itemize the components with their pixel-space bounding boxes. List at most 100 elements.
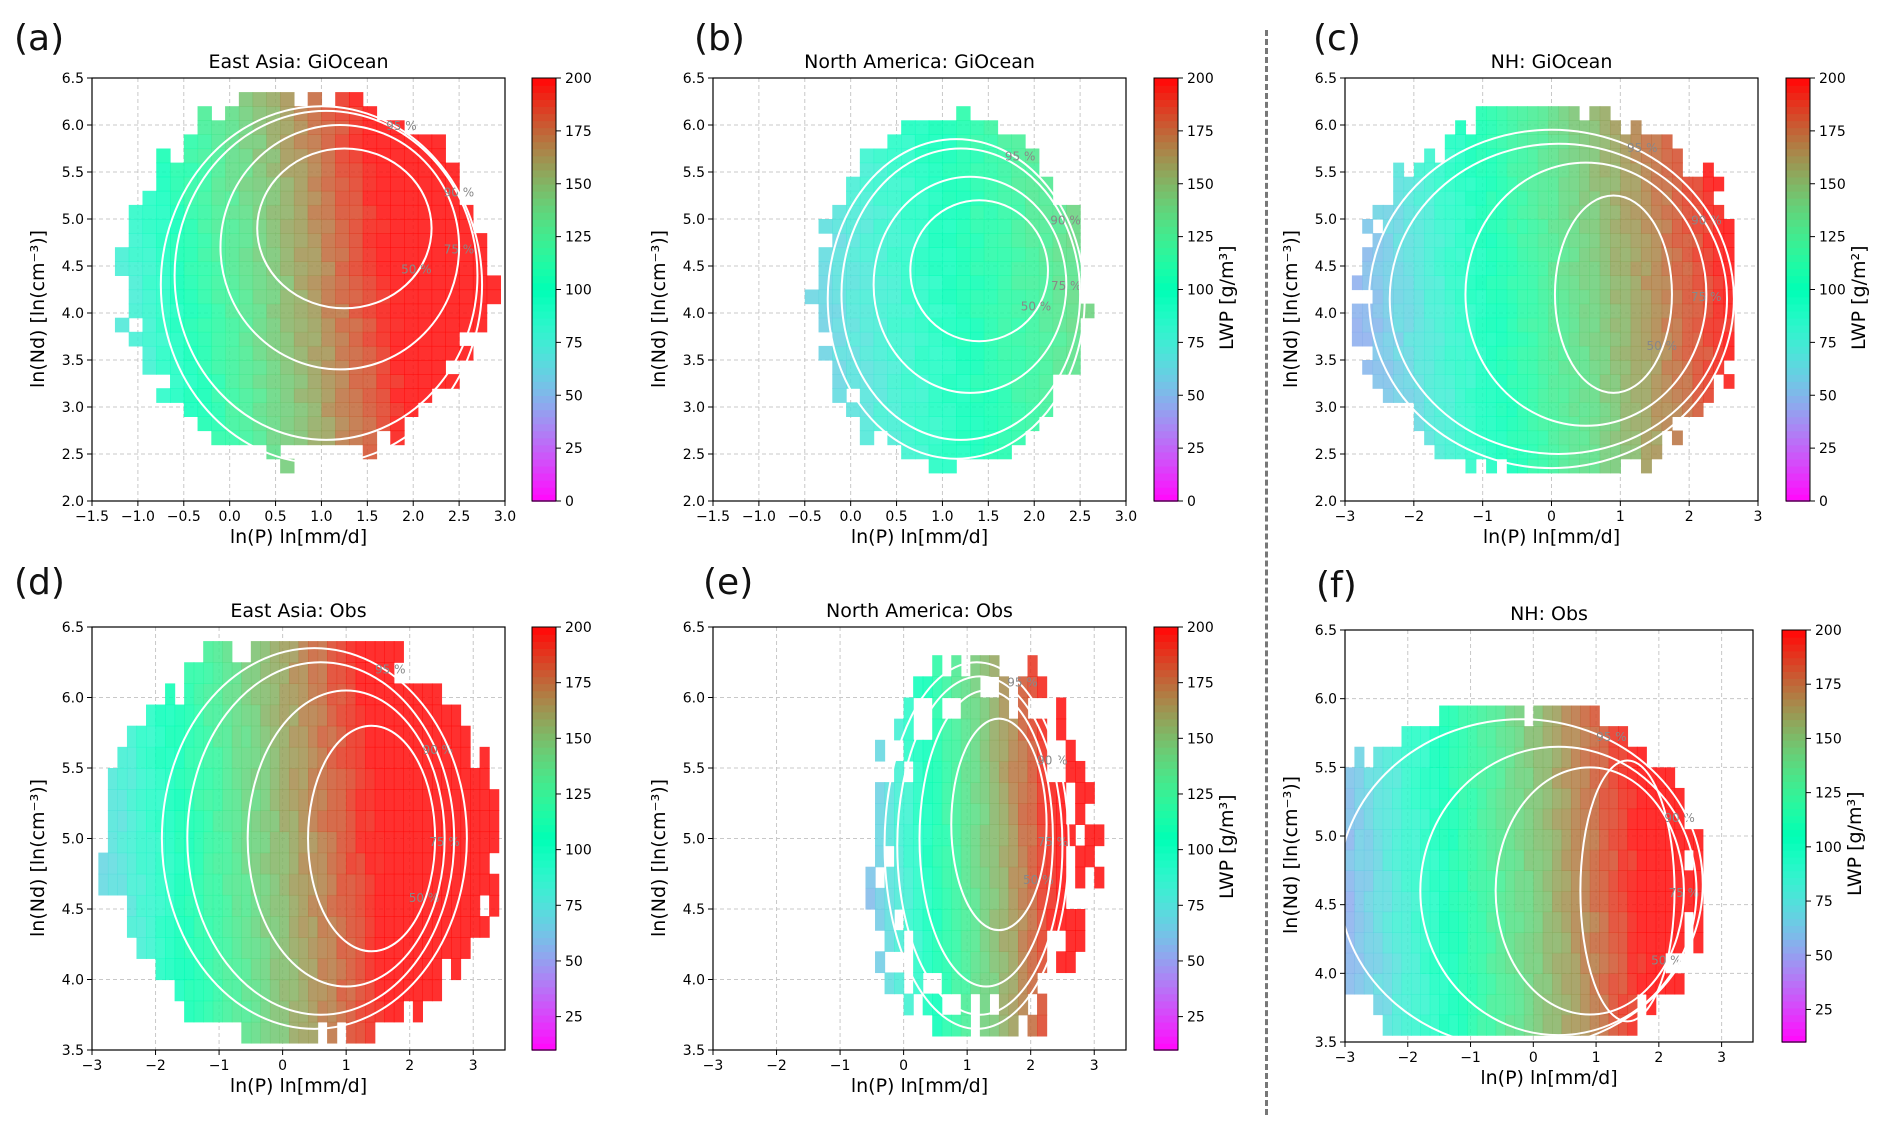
heatmap-cell xyxy=(1080,303,1095,319)
heatmap-cell xyxy=(308,1021,319,1044)
x-axis-label: ln(P) ln[mm/d] xyxy=(850,1075,989,1097)
heatmap-cell xyxy=(107,852,119,875)
heatmap-cell xyxy=(238,92,254,107)
heatmap-cell xyxy=(914,204,930,220)
heatmap-cell xyxy=(346,662,357,684)
heatmap-cell xyxy=(1599,388,1611,403)
heatmap-cell xyxy=(252,92,267,107)
heatmap-cell xyxy=(346,916,357,938)
x-tick-label: −3 xyxy=(703,1058,724,1074)
colorbar-segment xyxy=(532,134,556,143)
heatmap-cell xyxy=(335,247,350,262)
heatmap-cell xyxy=(365,768,376,790)
heatmap-cell xyxy=(1444,317,1456,333)
heatmap-cell xyxy=(279,937,290,959)
y-tick-label: 4.5 xyxy=(1315,259,1337,275)
heatmap-cell xyxy=(307,374,323,389)
heatmap-cell xyxy=(1037,845,1048,868)
colorbar-segment xyxy=(532,655,556,664)
heatmap-cell xyxy=(928,317,944,333)
heatmap-cell xyxy=(1455,317,1467,333)
panel-title: NH: Obs xyxy=(1510,603,1588,625)
heatmap-cell xyxy=(260,958,271,981)
heatmap-cell xyxy=(184,725,195,748)
colorbar-segment xyxy=(1154,993,1178,1002)
heatmap-cell xyxy=(376,120,391,135)
heatmap-cell xyxy=(222,810,233,833)
heatmap-cell xyxy=(1434,444,1446,460)
heatmap-cell xyxy=(479,810,490,833)
heatmap-cell xyxy=(250,873,261,896)
heatmap-cell xyxy=(1424,388,1436,403)
heatmap-cell xyxy=(1052,219,1067,234)
heatmap-cell xyxy=(266,444,281,460)
contour-line xyxy=(872,175,1068,394)
heatmap-cell xyxy=(1495,932,1506,954)
colorbar-segment xyxy=(1154,951,1178,960)
colorbar-segment xyxy=(1782,945,1806,954)
colorbar-segment xyxy=(1154,916,1178,924)
heatmap-cell xyxy=(1542,808,1553,830)
y-tick-label: 4.5 xyxy=(683,259,705,275)
heatmap-cell xyxy=(997,219,1012,234)
heatmap-cell xyxy=(1434,317,1446,333)
heatmap-cell xyxy=(1506,289,1518,305)
heatmap-cell xyxy=(441,894,452,917)
heatmap-cell xyxy=(225,120,240,135)
heatmap-cell xyxy=(901,360,916,375)
heatmap-cell xyxy=(1636,932,1647,954)
heatmap-cell xyxy=(928,458,944,474)
heatmap-cell xyxy=(1723,275,1735,291)
y-tick-label: 3.5 xyxy=(683,1043,705,1059)
heatmap-cell xyxy=(212,873,223,896)
heatmap-cell xyxy=(1413,402,1425,417)
heatmap-cell xyxy=(1434,261,1446,276)
heatmap-cell xyxy=(951,972,962,995)
colorbar-segment xyxy=(1154,113,1178,122)
heatmap-cell xyxy=(1674,808,1685,830)
colorbar-segment xyxy=(1154,402,1178,411)
heatmap-cell xyxy=(335,106,350,121)
heatmap-cell xyxy=(1537,233,1549,248)
heatmap-cell xyxy=(884,824,895,847)
heatmap-cell xyxy=(117,746,128,769)
heatmap-cell xyxy=(1561,849,1572,871)
heatmap-cell xyxy=(1537,289,1549,305)
heatmap-cell xyxy=(1455,190,1467,206)
heatmap-cell xyxy=(1692,204,1704,220)
heatmap-cell xyxy=(238,162,254,178)
heatmap-cell xyxy=(884,972,895,995)
heatmap-cell xyxy=(997,345,1012,361)
heatmap-cell xyxy=(970,845,981,868)
heatmap-cell xyxy=(1506,204,1518,220)
heatmap-cell xyxy=(903,909,914,931)
colorbar-segment xyxy=(532,113,556,122)
heatmap-cell xyxy=(1693,911,1704,933)
heatmap-cell xyxy=(1393,176,1405,192)
heatmap-cell xyxy=(1620,402,1632,417)
heatmap-cell xyxy=(1558,204,1570,220)
heatmap-cell xyxy=(1457,705,1468,727)
heatmap-cell xyxy=(1475,247,1487,262)
heatmap-cell xyxy=(280,233,295,248)
colorbar-segment xyxy=(532,641,556,649)
heatmap-cell xyxy=(1382,233,1394,248)
heatmap-cell xyxy=(376,162,391,178)
heatmap-cell xyxy=(997,416,1012,432)
heatmap-cell xyxy=(1027,951,1038,974)
colorbar-segment xyxy=(1786,374,1810,382)
heatmap-cell xyxy=(155,873,166,896)
heatmap-cell xyxy=(1424,430,1436,446)
heatmap-cell xyxy=(1496,289,1508,305)
heatmap-cell xyxy=(1037,676,1048,699)
heatmap-cell xyxy=(404,219,419,234)
heatmap-cell xyxy=(174,958,185,981)
heatmap-cell xyxy=(1558,162,1570,178)
heatmap-cell xyxy=(873,345,888,361)
heatmap-cell xyxy=(412,873,423,896)
heatmap-cell xyxy=(298,831,309,854)
heatmap-cell xyxy=(1066,247,1081,262)
colorbar-segment xyxy=(1154,852,1178,861)
heatmap-cell xyxy=(1589,890,1600,913)
heatmap-cell xyxy=(355,852,366,875)
